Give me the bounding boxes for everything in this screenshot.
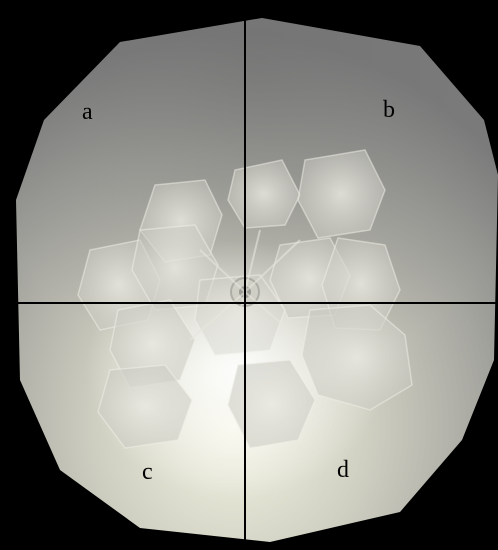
rose-8 — [109, 299, 196, 389]
quadrant-label-b: b — [383, 97, 395, 123]
quadrant-label-c: c — [142, 459, 153, 485]
rose-9 — [301, 304, 413, 411]
quadrant-label-a: a — [82, 99, 93, 125]
quadrant-label-d: d — [337, 457, 349, 483]
rose-10 — [97, 364, 193, 449]
rose-11 — [227, 359, 316, 449]
rose-3 — [297, 149, 386, 239]
rose-bouquet — [77, 149, 413, 449]
stems — [189, 229, 301, 351]
